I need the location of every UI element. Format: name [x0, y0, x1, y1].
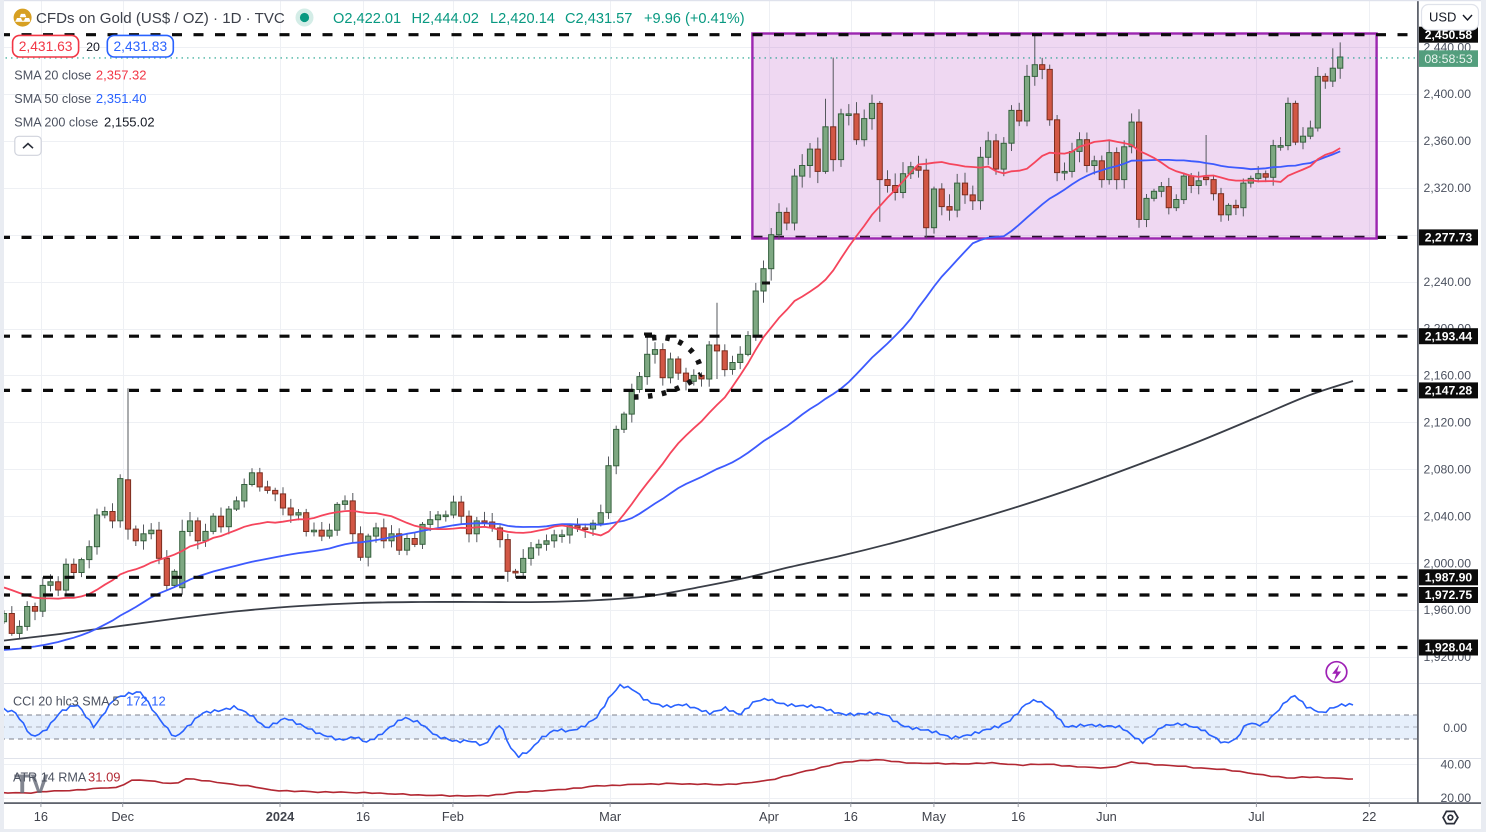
svg-text:2,193.44: 2,193.44	[1425, 329, 1473, 343]
svg-text:+9.96 (+0.41%): +9.96 (+0.41%)	[644, 11, 745, 27]
svg-text:2,450.58: 2,450.58	[1425, 28, 1473, 42]
svg-text:CFDs on Gold (US$ / OZ) · 1D ·: CFDs on Gold (US$ / OZ) · 1D · TVC	[36, 10, 285, 27]
svg-text:USD: USD	[1429, 10, 1456, 25]
svg-text:16: 16	[34, 809, 48, 824]
svg-text:2,000.00: 2,000.00	[1424, 556, 1472, 570]
svg-text:20.00: 20.00	[1441, 791, 1472, 805]
svg-text:1,987.90: 1,987.90	[1425, 570, 1473, 584]
svg-text:Mar: Mar	[599, 809, 622, 824]
svg-text:Dec: Dec	[111, 809, 134, 824]
svg-text:Jun: Jun	[1096, 809, 1117, 824]
svg-text:2,431.83: 2,431.83	[113, 39, 167, 54]
svg-text:Jul: Jul	[1248, 809, 1264, 824]
svg-text:31.09: 31.09	[88, 770, 121, 785]
svg-text:2024: 2024	[266, 809, 295, 824]
svg-text:2,080.00: 2,080.00	[1424, 462, 1472, 476]
svg-text:2,351.40: 2,351.40	[96, 91, 147, 106]
svg-text:0.00: 0.00	[1443, 721, 1467, 735]
svg-text:CCI 20 hlc3 SMA 5: CCI 20 hlc3 SMA 5	[13, 695, 119, 709]
svg-text:O2,422.01: O2,422.01	[333, 11, 401, 27]
svg-text:08:58:53: 08:58:53	[1424, 52, 1472, 66]
svg-text:2,160.00: 2,160.00	[1424, 369, 1472, 383]
svg-text:TV: TV	[14, 769, 49, 799]
svg-text:SMA 200 close: SMA 200 close	[14, 116, 98, 130]
svg-text:40.00: 40.00	[1441, 758, 1472, 772]
svg-text:16: 16	[356, 809, 370, 824]
svg-text:20: 20	[86, 40, 100, 54]
svg-text:C2,431.57: C2,431.57	[565, 11, 632, 27]
svg-text:2,400.00: 2,400.00	[1424, 87, 1472, 101]
svg-text:172.12: 172.12	[126, 694, 166, 709]
svg-text:L2,420.14: L2,420.14	[490, 11, 555, 27]
svg-text:SMA 20 close: SMA 20 close	[14, 69, 91, 83]
svg-text:2,240.00: 2,240.00	[1424, 275, 1472, 289]
svg-text:16: 16	[844, 809, 858, 824]
svg-text:H2,444.02: H2,444.02	[412, 11, 479, 27]
svg-text:22: 22	[1362, 809, 1376, 824]
svg-text:1,960.00: 1,960.00	[1424, 603, 1472, 617]
svg-text:Feb: Feb	[442, 809, 464, 824]
svg-text:Apr: Apr	[759, 809, 780, 824]
svg-text:2,147.28: 2,147.28	[1425, 384, 1473, 398]
svg-text:2,277.73: 2,277.73	[1425, 231, 1473, 245]
svg-text:2,155.02: 2,155.02	[104, 115, 155, 130]
svg-text:2,357.32: 2,357.32	[96, 68, 147, 83]
svg-text:2,431.63: 2,431.63	[19, 39, 73, 54]
svg-text:ATR 14 RMA: ATR 14 RMA	[13, 771, 87, 785]
svg-text:2,320.00: 2,320.00	[1424, 181, 1472, 195]
svg-text:May: May	[922, 809, 947, 824]
svg-text:1,972.75: 1,972.75	[1425, 588, 1473, 602]
svg-text:SMA 50 close: SMA 50 close	[14, 92, 91, 106]
svg-text:2,040.00: 2,040.00	[1424, 509, 1472, 523]
svg-text:16: 16	[1011, 809, 1025, 824]
svg-text:1,928.04: 1,928.04	[1425, 641, 1473, 655]
svg-text:2,360.00: 2,360.00	[1424, 134, 1472, 148]
svg-text:2,120.00: 2,120.00	[1424, 416, 1472, 430]
